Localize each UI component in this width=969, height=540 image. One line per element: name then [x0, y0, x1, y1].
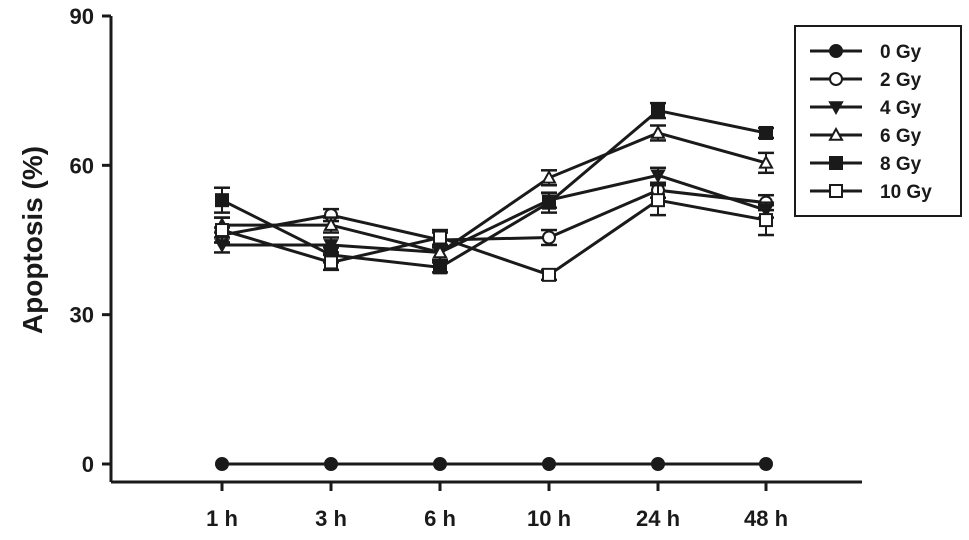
y-axis-title: Apoptosis (%)	[17, 146, 48, 334]
data-point-0-gy	[433, 457, 447, 471]
data-point-10-gy	[433, 230, 447, 245]
y-tick-label: 90	[70, 4, 94, 29]
y-ticks: 0 30 60 90	[70, 4, 111, 477]
series-line-6-gy	[222, 131, 767, 255]
data-point-6-gy	[650, 124, 666, 139]
x-tick-label: 10 h	[527, 506, 571, 531]
y-tick-label: 30	[70, 303, 94, 328]
data-point-0-gy	[324, 457, 338, 471]
data-point-8-gy	[759, 125, 773, 140]
data-point-8-gy	[215, 193, 229, 208]
data-point-10-gy	[759, 213, 773, 228]
legend-box	[794, 25, 962, 217]
data-point-10-gy	[324, 255, 338, 270]
data-point-10-gy	[215, 223, 229, 238]
data-point-6-gy	[432, 244, 448, 259]
data-point-10-gy	[542, 267, 556, 282]
x-tick-label: 48 h	[744, 506, 788, 531]
legend-label-0-gy: 0 Gy	[880, 42, 922, 63]
x-tick-label: 24 h	[636, 506, 680, 531]
y-tick-label: 60	[70, 153, 94, 178]
legend-marker-10-gy	[829, 184, 843, 198]
legend-label-8-gy: 8 Gy	[880, 154, 922, 175]
y-tick-label: 0	[82, 452, 94, 477]
data-point-8-gy	[542, 195, 556, 210]
axes	[109, 16, 862, 484]
legend-marker-4-gy	[828, 101, 844, 116]
data-point-10-gy	[651, 193, 665, 208]
data-point-6-gy	[758, 154, 774, 169]
x-tick-label: 6 h	[424, 506, 456, 531]
legend-marker-8-gy	[829, 156, 843, 170]
data-point-0-gy	[651, 457, 665, 471]
legend-marker-2-gy	[829, 72, 843, 86]
series-8-gy	[214, 101, 774, 275]
data-point-0-gy	[215, 457, 229, 471]
data-point-6-gy	[541, 169, 557, 184]
x-tick-label: 1 h	[206, 506, 238, 531]
data-point-0-gy	[759, 457, 773, 471]
data-point-6-gy	[323, 217, 339, 231]
legend: 0 Gy 2 Gy 4 Gy 6 Gy 8 Gy 10 Gy	[794, 25, 962, 217]
series-0-gy	[215, 457, 773, 471]
series-layer	[214, 101, 774, 471]
legend-label-10-gy: 10 Gy	[880, 182, 932, 203]
x-tick-label: 3 h	[315, 506, 347, 531]
legend-label-6-gy: 6 Gy	[880, 126, 922, 147]
series-line-2-gy	[221, 188, 767, 242]
series-line-8-gy	[221, 108, 767, 269]
data-point-4-gy	[650, 169, 666, 184]
data-point-4-gy	[323, 239, 339, 254]
series-line-10-gy	[221, 198, 767, 277]
legend-label-2-gy: 2 Gy	[880, 70, 922, 91]
series-10-gy	[214, 183, 774, 282]
x-ticks: 1 h 3 h 6 h 10 h 24 h 48 h	[206, 482, 788, 531]
data-point-2-gy	[542, 230, 556, 245]
legend-marker-6-gy	[828, 126, 844, 141]
data-point-8-gy	[433, 260, 447, 275]
legend-label-4-gy: 4 Gy	[880, 98, 922, 119]
data-point-0-gy	[542, 457, 556, 471]
legend-marker-0-gy	[829, 44, 843, 58]
data-point-8-gy	[651, 103, 665, 118]
